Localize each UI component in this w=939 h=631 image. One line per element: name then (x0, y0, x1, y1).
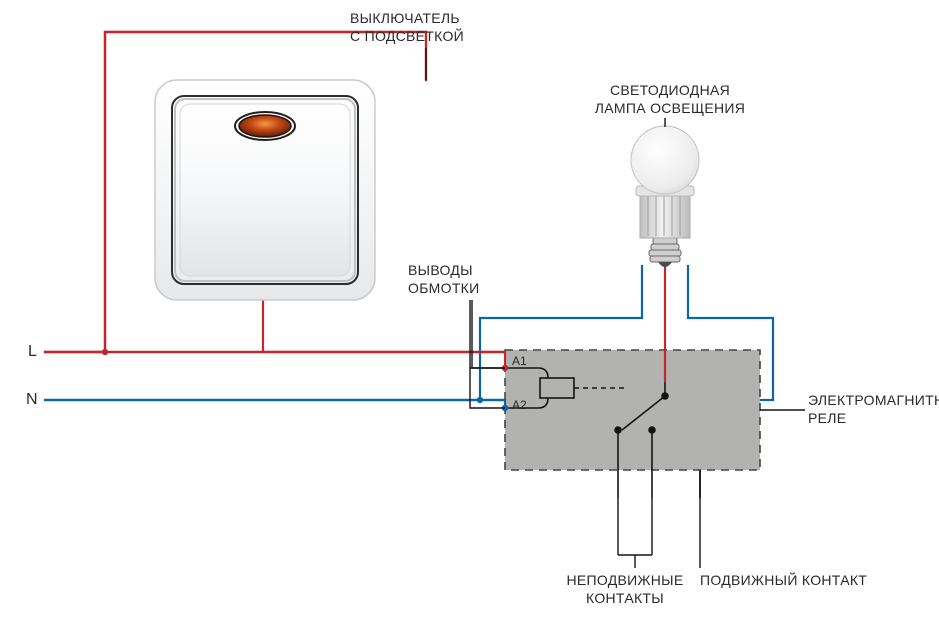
label-lamp: СВЕТОДИОДНАЯ ЛАМПА ОСВЕЩЕНИЯ (580, 82, 760, 117)
label-moving-contact: ПОДВИЖНЫЙ КОНТАКТ (700, 572, 900, 590)
label-coil-leads: ВЫВОДЫ ОБМОТКИ (408, 262, 528, 297)
label-switch: ВЫКЛЮЧАТЕЛЬ С ПОДСВЕТКОЙ (350, 10, 530, 45)
terminal-A2: A2 (512, 398, 527, 412)
relay (505, 350, 805, 498)
label-pointers (426, 48, 700, 568)
led-bulb-icon (631, 126, 699, 267)
label-fixed-contacts: НЕПОДВИЖНЫЕ КОНТАКТЫ (540, 572, 710, 607)
terminal-N: N (26, 391, 38, 409)
indicator-led-icon (239, 115, 291, 137)
wiring-diagram (0, 0, 939, 631)
light-switch (155, 80, 375, 300)
terminal-L: L (28, 343, 37, 361)
label-relay: ЭЛЕКТРОМАГНИТНОЕ РЕЛЕ (808, 392, 939, 427)
terminal-A1: A1 (512, 354, 527, 368)
